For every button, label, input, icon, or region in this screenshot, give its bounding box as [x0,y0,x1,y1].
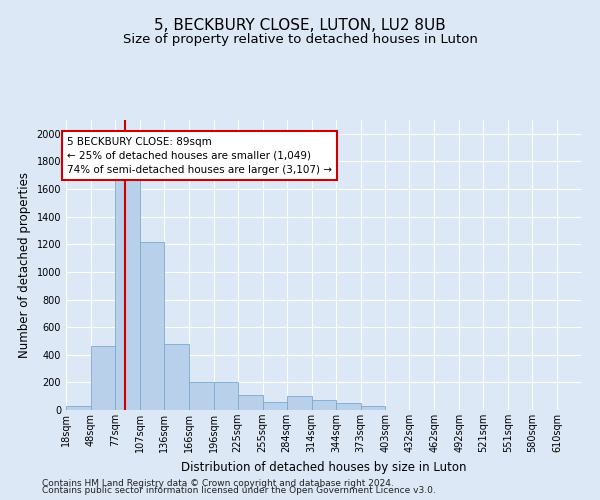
Text: 5 BECKBURY CLOSE: 89sqm
← 25% of detached houses are smaller (1,049)
74% of semi: 5 BECKBURY CLOSE: 89sqm ← 25% of detache… [67,136,332,174]
Y-axis label: Number of detached properties: Number of detached properties [18,172,31,358]
Bar [164,344,189,410]
Text: Size of property relative to detached houses in Luton: Size of property relative to detached ho… [122,32,478,46]
Bar [214,382,238,410]
Bar [287,396,311,410]
Bar [311,400,337,410]
Bar [238,395,263,410]
Bar [66,406,91,410]
Bar [263,402,287,410]
Bar [91,346,115,410]
Text: Contains HM Land Registry data © Crown copyright and database right 2024.: Contains HM Land Registry data © Crown c… [42,478,394,488]
Bar [115,140,140,410]
Text: 5, BECKBURY CLOSE, LUTON, LU2 8UB: 5, BECKBURY CLOSE, LUTON, LU2 8UB [154,18,446,32]
Text: Contains public sector information licensed under the Open Government Licence v3: Contains public sector information licen… [42,486,436,495]
X-axis label: Distribution of detached houses by size in Luton: Distribution of detached houses by size … [181,460,467,473]
Bar [337,403,361,410]
Bar [189,382,214,410]
Bar [140,242,164,410]
Bar [361,406,385,410]
